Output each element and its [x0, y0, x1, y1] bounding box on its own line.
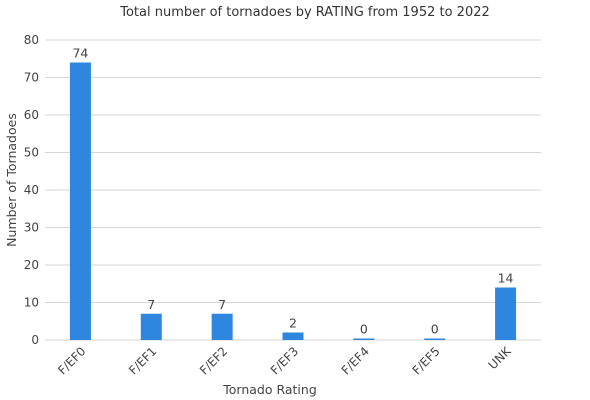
- x-tick-label: F/EF4: [339, 344, 372, 377]
- data-label: 7: [218, 297, 226, 312]
- x-tick-label: F/EF0: [55, 344, 88, 377]
- x-axis-ticks: F/EF0 F/EF1 F/EF2 F/EF3 F/EF4 F/EF5 UNK: [55, 343, 514, 377]
- y-tick-label: 60: [24, 108, 39, 122]
- data-label: 74: [72, 46, 88, 61]
- bar: [424, 338, 446, 340]
- data-label: 2: [289, 316, 297, 331]
- y-tick-label: 10: [24, 296, 39, 310]
- y-tick-label: 80: [24, 33, 39, 47]
- bar: [211, 313, 233, 340]
- data-label: 7: [147, 297, 155, 312]
- y-tick-label: 70: [24, 71, 39, 85]
- bar: [69, 62, 91, 340]
- bar: [495, 287, 517, 340]
- y-axis-label: Number of Tornadoes: [4, 113, 19, 247]
- x-tick-label: F/EF5: [410, 344, 443, 377]
- y-tick-label: 20: [24, 258, 39, 272]
- bar: [282, 332, 304, 340]
- data-label: 14: [498, 271, 514, 286]
- data-label: 0: [360, 322, 368, 337]
- x-tick-label: F/EF2: [197, 344, 230, 377]
- x-tick-label: F/EF1: [126, 344, 159, 377]
- y-tick-label: 40: [24, 183, 39, 197]
- x-axis-label: Tornado Rating: [222, 382, 317, 397]
- bars: [69, 62, 517, 340]
- x-tick-label: F/EF3: [268, 344, 301, 377]
- y-tick-label: 0: [31, 333, 39, 347]
- y-axis-ticks: 0 10 20 30 40 50 60 70 80: [24, 33, 39, 347]
- y-tick-label: 50: [24, 146, 39, 160]
- y-tick-label: 30: [24, 221, 39, 235]
- data-labels: 74 7 7 2 0 0 14: [72, 46, 513, 337]
- x-tick-label: UNK: [486, 343, 515, 372]
- grid-lines: [45, 39, 541, 341]
- data-label: 0: [431, 322, 439, 337]
- bar: [353, 338, 375, 340]
- bar: [140, 313, 162, 340]
- chart-title: Total number of tornadoes by RATING from…: [119, 5, 490, 20]
